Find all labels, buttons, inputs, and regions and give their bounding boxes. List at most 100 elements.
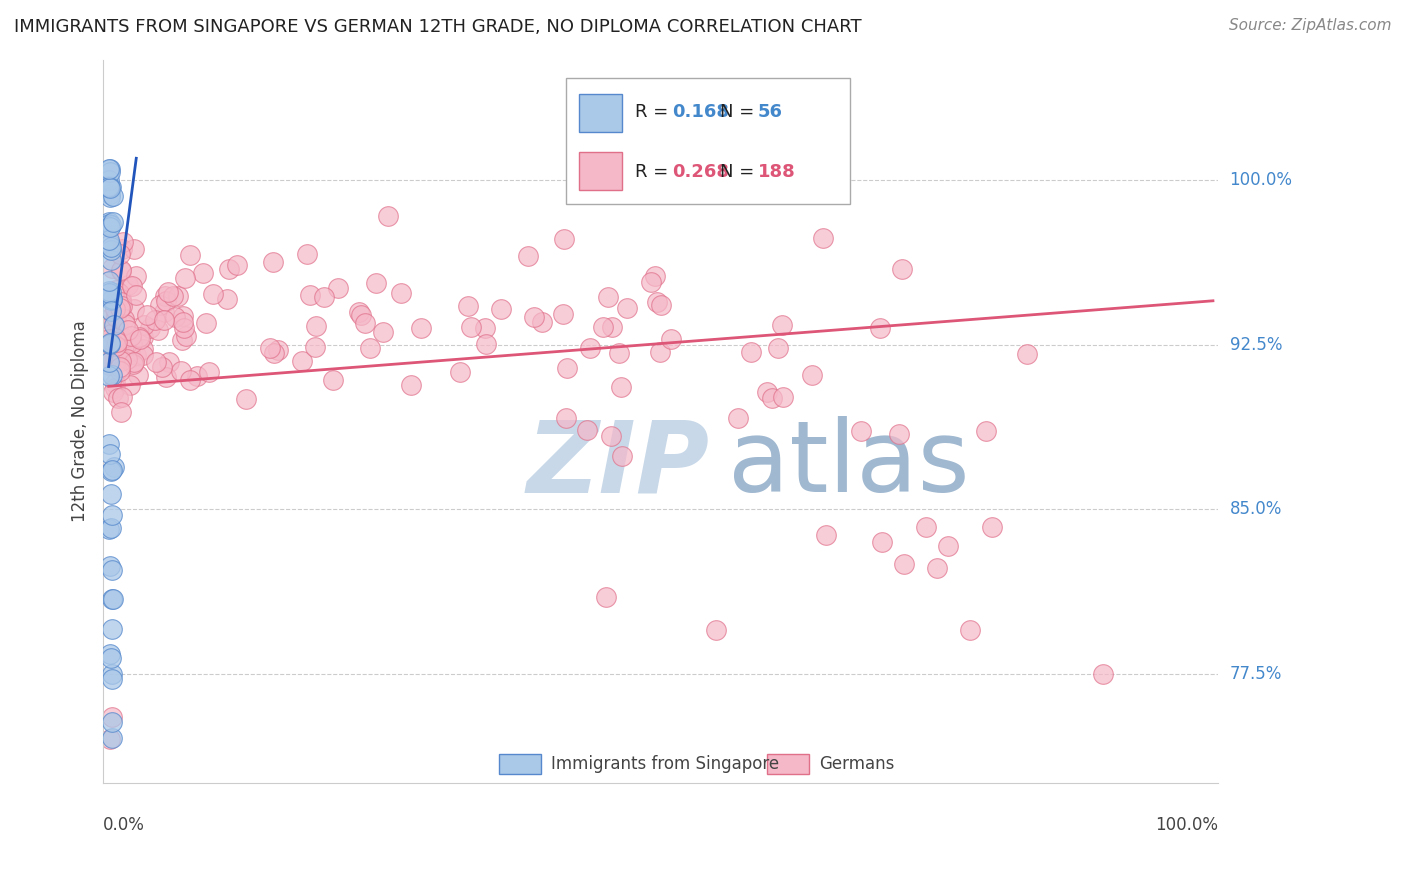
Point [98, 189, 121, 203]
Point [596, 290, 619, 304]
Point [98, 732, 121, 747]
Point [553, 231, 575, 245]
Point [112, 235, 135, 249]
Point [97, 285, 120, 300]
Point [263, 255, 285, 269]
Point [97, 437, 120, 451]
Point [104, 331, 127, 345]
Point [107, 334, 129, 349]
Point [869, 320, 891, 334]
Point [132, 342, 155, 356]
Text: R =: R = [636, 103, 673, 121]
Point [107, 391, 129, 405]
Point [101, 623, 124, 637]
Point [516, 249, 538, 263]
Point [117, 278, 139, 293]
Point [108, 359, 131, 374]
Point [97, 522, 120, 536]
Point [136, 308, 159, 322]
Point [98, 447, 121, 461]
Point [100, 239, 122, 253]
Point [124, 354, 146, 368]
Point [98, 289, 121, 303]
Point [197, 365, 219, 379]
Point [120, 377, 142, 392]
Point [103, 460, 125, 475]
Point [98, 180, 121, 194]
Point [870, 535, 893, 549]
Point [377, 209, 399, 223]
Point [122, 357, 145, 371]
Point [107, 342, 129, 356]
Point [97, 233, 120, 247]
Point [112, 312, 135, 326]
Point [110, 295, 132, 310]
Point [98, 165, 121, 179]
Point [110, 292, 132, 306]
Point [97, 178, 120, 193]
Text: R =: R = [636, 162, 673, 181]
Point [110, 354, 132, 368]
Point [176, 329, 198, 343]
Point [98, 326, 121, 340]
Point [150, 360, 173, 375]
Point [108, 301, 131, 315]
Point [389, 286, 412, 301]
Point [172, 309, 194, 323]
Point [770, 318, 793, 332]
Point [162, 289, 184, 303]
Point [100, 487, 122, 501]
Point [122, 302, 145, 317]
Point [576, 423, 599, 437]
Point [727, 411, 749, 425]
Point [108, 247, 131, 261]
Point [595, 590, 617, 604]
Point [644, 269, 666, 284]
Point [100, 303, 122, 318]
Point [347, 304, 370, 318]
Point [612, 450, 634, 464]
Point [100, 285, 122, 299]
Point [132, 329, 155, 343]
Point [893, 557, 915, 571]
Point [104, 284, 127, 298]
Point [101, 292, 124, 306]
Text: 0.168: 0.168 [672, 103, 728, 121]
Point [851, 424, 873, 438]
Point [489, 301, 512, 316]
Point [125, 269, 148, 284]
Point [326, 281, 349, 295]
Point [474, 320, 496, 334]
Point [98, 336, 121, 351]
Text: 77.5%: 77.5% [1230, 665, 1282, 682]
Point [226, 258, 249, 272]
Point [100, 293, 122, 307]
Point [104, 301, 127, 316]
Point [97, 161, 120, 176]
Point [132, 348, 155, 362]
Point [602, 319, 624, 334]
Point [157, 355, 180, 369]
FancyBboxPatch shape [567, 78, 851, 204]
Point [650, 345, 672, 359]
Point [740, 345, 762, 359]
Point [354, 317, 377, 331]
Point [103, 381, 125, 395]
Point [114, 334, 136, 348]
Point [145, 355, 167, 369]
Point [114, 317, 136, 331]
Point [704, 623, 727, 637]
Point [98, 336, 121, 351]
Point [98, 284, 121, 298]
Point [98, 332, 121, 346]
Point [127, 368, 149, 383]
Point [201, 286, 224, 301]
Point [305, 318, 328, 333]
Point [118, 343, 141, 358]
Point [98, 187, 121, 202]
FancyBboxPatch shape [579, 153, 621, 190]
Text: N =: N = [720, 103, 759, 121]
Point [121, 278, 143, 293]
Point [107, 285, 129, 300]
Point [101, 368, 124, 383]
